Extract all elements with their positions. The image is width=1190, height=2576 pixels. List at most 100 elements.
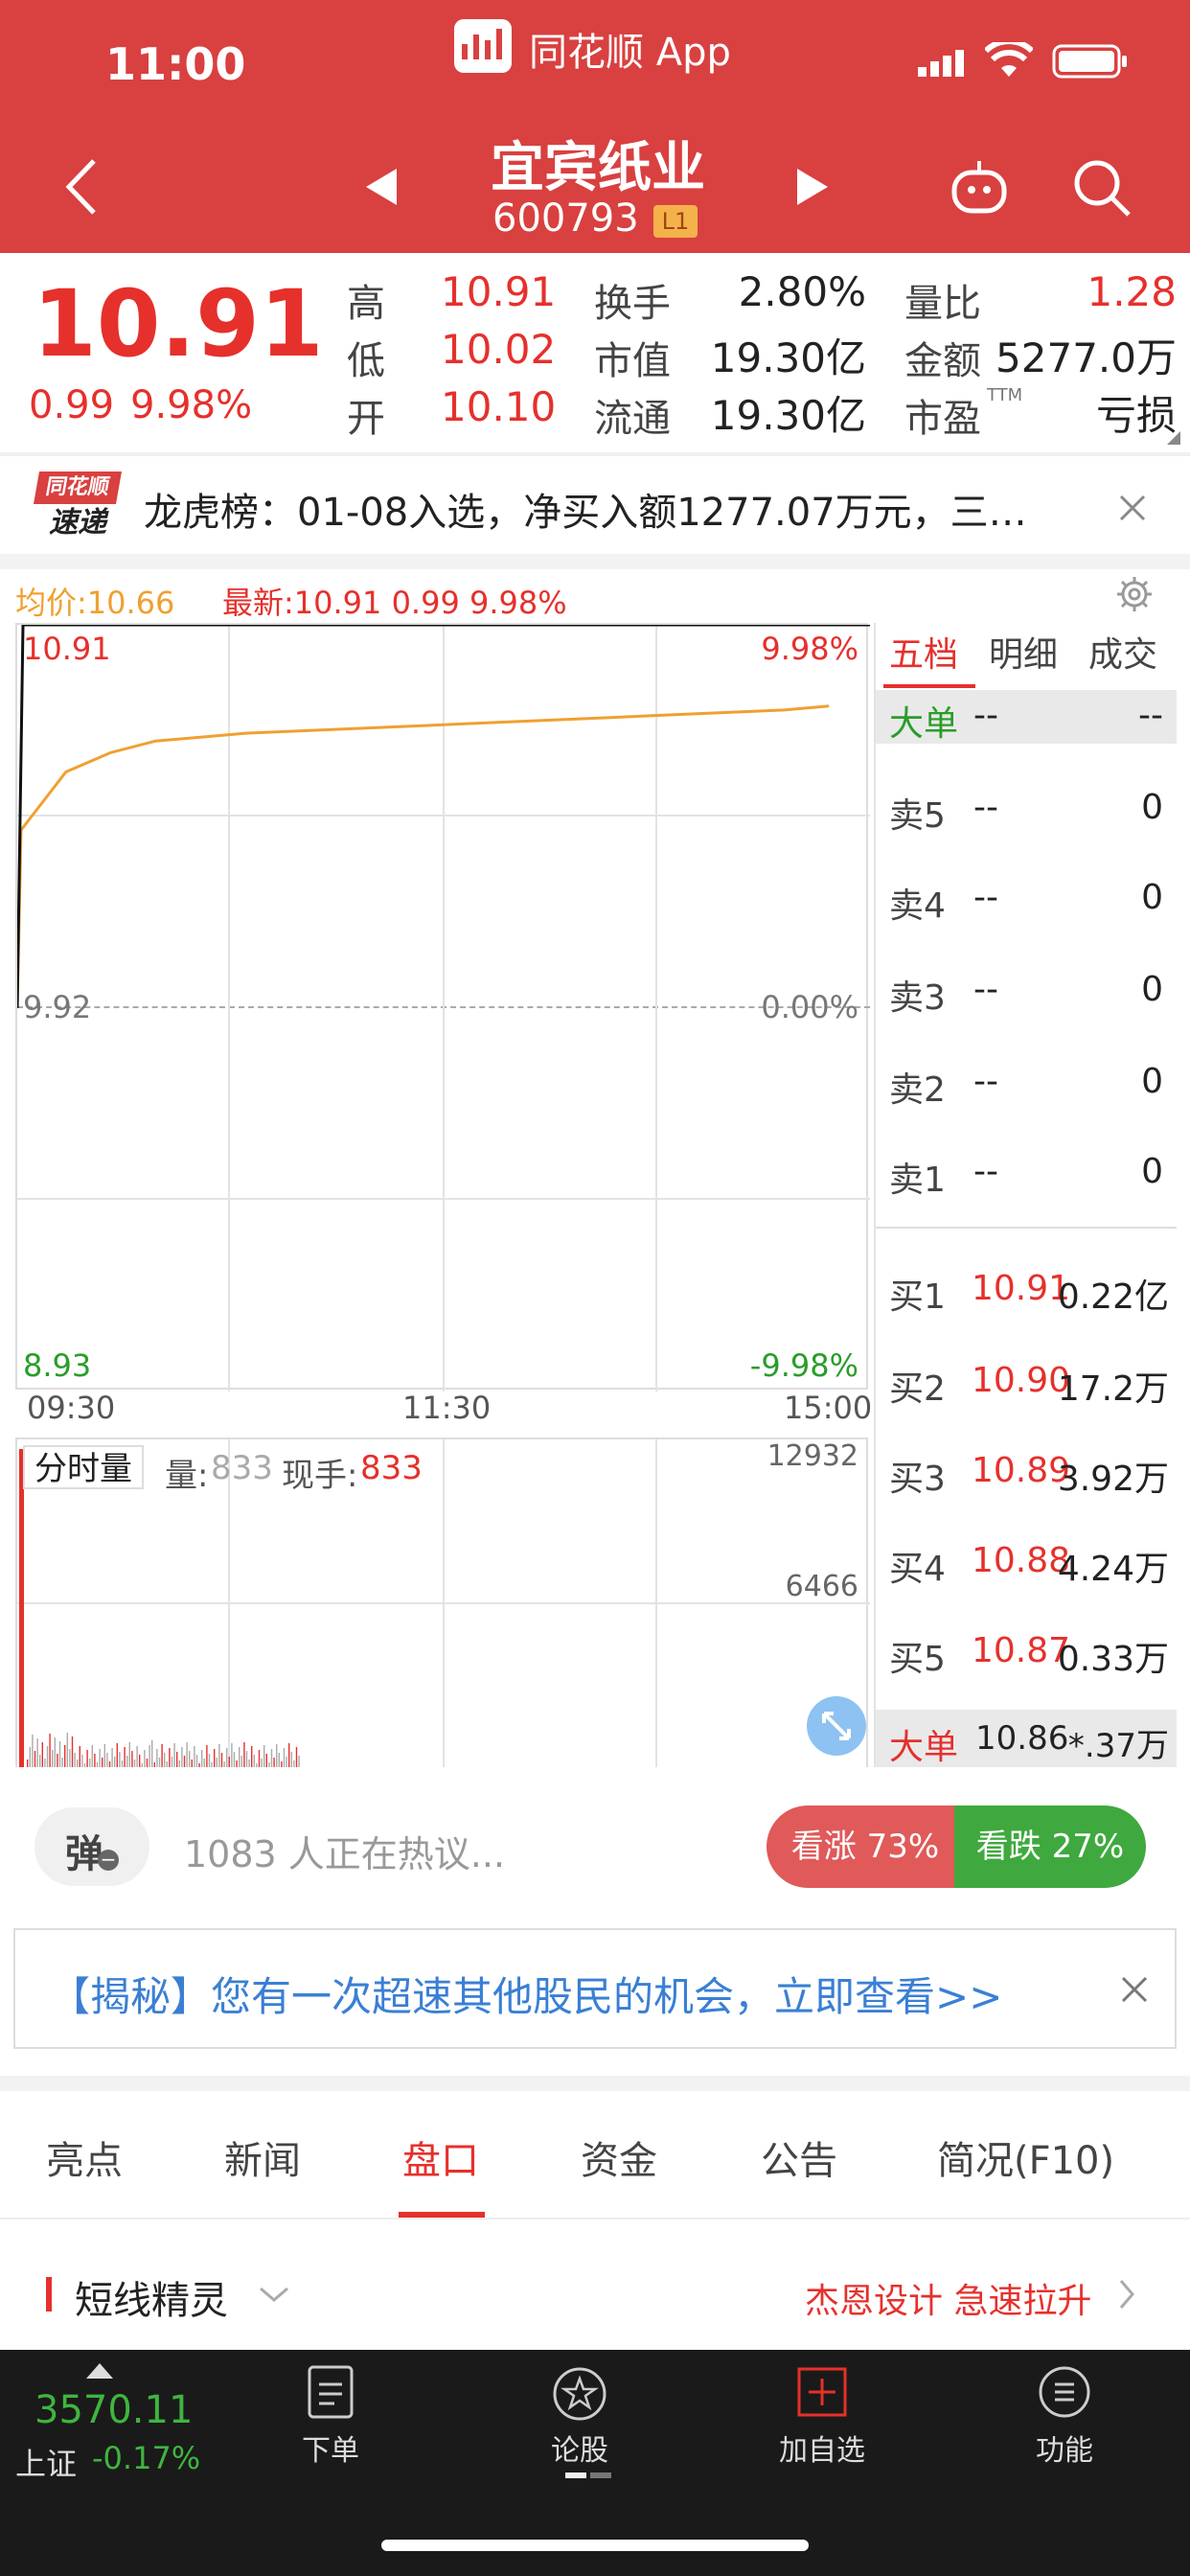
expand-corner-icon[interactable] [1167,431,1180,445]
volume-bar [121,1760,124,1769]
x-label-end: 15:00 [784,1390,873,1426]
grid-line [655,625,657,1392]
index-value[interactable]: 3570.11 [34,2388,194,2432]
index-change: -0.17% [92,2440,201,2476]
volume-bar [99,1749,101,1769]
price-line-chart [17,625,870,1009]
volume-bar [191,1760,193,1769]
price-line [17,625,870,1009]
info-tabs: 亮点 新闻 盘口 资金 公告 简况(F10) [0,2091,1190,2220]
volume-bars [19,1449,300,1769]
close-icon[interactable] [1117,1972,1152,2007]
vol-value: 833 [211,1449,273,1487]
ask-row[interactable]: 卖1 -- 0 [876,1146,1177,1200]
promo-bar[interactable]: 【揭秘】您有一次超速其他股民的机会，立即查看>> [13,1928,1177,2049]
bear-button[interactable]: 看跌 27% [954,1806,1146,1888]
search-icon[interactable] [1071,157,1133,218]
chevron-right-icon[interactable] [1115,2277,1138,2312]
volume-bar [240,1756,242,1769]
signal-icon [918,48,968,77]
volume-bar [161,1744,163,1769]
volume-bar [74,1753,76,1769]
ask-row[interactable]: 卖4 -- 0 [876,872,1177,926]
settings-gear-icon[interactable] [1115,575,1154,613]
chevron-down-icon[interactable] [257,2283,291,2306]
volume-bar [203,1759,205,1769]
danmu-button[interactable]: 弹 − [34,1807,149,1886]
ask-row[interactable]: 卖5 -- 0 [876,782,1177,836]
bull-button[interactable]: 看涨 73% [767,1806,964,1888]
tab-pankou[interactable]: 盘口 [402,2139,479,2183]
price-chart[interactable]: 10.91 9.98% 9.92 0.00% 8.93 -9.98% [15,623,870,1392]
nav-order[interactable]: 下单 [287,2365,374,2471]
news-ticker[interactable]: 同花顺 速递 龙虎榜：01-08入选，净买入额1277.07万元，三… [0,456,1190,554]
big-order-top-mid: -- [973,696,998,735]
tab-news[interactable]: 新闻 [224,2139,301,2183]
bid-row[interactable]: 买1 10.91 0.22亿 [876,1263,1177,1317]
x-label-mid: 11:30 [402,1390,492,1426]
volume-bar [270,1749,273,1769]
fullscreen-icon[interactable] [807,1696,866,1756]
bid-price: 10.89 [972,1451,1071,1490]
bid-vol: 3.92万 [1057,1460,1169,1499]
vol-tag[interactable]: 分时量 [23,1445,144,1489]
volume-bar [220,1753,223,1769]
ask-row[interactable]: 卖2 -- 0 [876,1056,1177,1110]
tab-mingxi[interactable]: 明细 [989,635,1059,675]
amount-value: 5277.0万 [995,334,1177,381]
section-title: 短线精灵 [75,2279,228,2323]
volume-bar [263,1745,265,1769]
close-icon[interactable] [1115,491,1150,525]
tab-wudang[interactable]: 五档 [889,635,959,675]
ask-price: -- [973,970,998,1009]
volume-bar [39,1755,41,1769]
tab-chengjiao[interactable]: 成交 [1088,635,1158,675]
section-right-text[interactable]: 杰恩设计 急速拉升 [805,2282,1092,2321]
y-label-low: 8.93 [23,1347,92,1384]
volume-bar [223,1761,225,1769]
section-header[interactable]: 短线精灵 杰恩设计 急速拉升 [0,2220,1190,2348]
ask-label: 卖4 [889,886,946,926]
volume-bar [106,1753,108,1769]
ask-vol: 0 [1141,1152,1163,1191]
volume-bar [231,1743,233,1769]
next-stock-button[interactable] [795,167,830,207]
low-label: 低 [347,339,385,383]
bid-row[interactable]: 买5 10.87 0.33万 [876,1625,1177,1679]
volratio-value: 1.28 [1087,268,1177,315]
bid-row[interactable]: 买3 10.89 3.92万 [876,1445,1177,1499]
volume-bar [119,1752,121,1769]
tab-funds[interactable]: 资金 [581,2139,657,2183]
tab-highlights[interactable]: 亮点 [46,2139,123,2183]
bid-row[interactable]: 买4 10.88 4.24万 [876,1535,1177,1589]
ask-row[interactable]: 卖3 -- 0 [876,964,1177,1018]
grid-line [228,625,230,1392]
robot-icon[interactable] [949,157,1010,218]
volume-bar [46,1746,49,1769]
volume-bar [144,1750,146,1769]
price-change-pct: 9.98% [130,383,253,427]
tab-f10[interactable]: 简况(F10) [937,2139,1115,2183]
volume-chart[interactable]: 分时量 量: 833 现手: 833 12932 6466 [15,1438,870,1769]
ask-price: -- [973,1152,998,1191]
nav-add-label: 加自选 [779,2434,865,2468]
bid-label: 买2 [889,1369,946,1409]
nav-add-watchlist[interactable]: 加自选 [774,2365,870,2471]
tab-wudang-underline [883,684,975,688]
ask-price: -- [973,788,998,827]
discussion-text[interactable]: 1083 人正在热议... [184,1833,506,1875]
turnover-value: 2.80% [738,268,866,315]
bid-row[interactable]: 买2 10.90 17.2万 [876,1355,1177,1409]
index-name: 上证 [15,2446,78,2482]
open-value: 10.10 [441,383,557,430]
wifi-icon [983,38,1035,79]
bid-price: 10.91 [972,1269,1071,1308]
back-button[interactable] [57,153,105,220]
nav-functions[interactable]: 功能 [1021,2365,1108,2471]
tab-announcements[interactable]: 公告 [761,2139,837,2183]
nav-discuss[interactable]: 论股 [537,2365,623,2490]
volume-bar [77,1760,79,1769]
prev-stock-button[interactable] [364,167,399,207]
volume-bar [278,1753,280,1769]
hand-label: 现手: [282,1457,358,1495]
